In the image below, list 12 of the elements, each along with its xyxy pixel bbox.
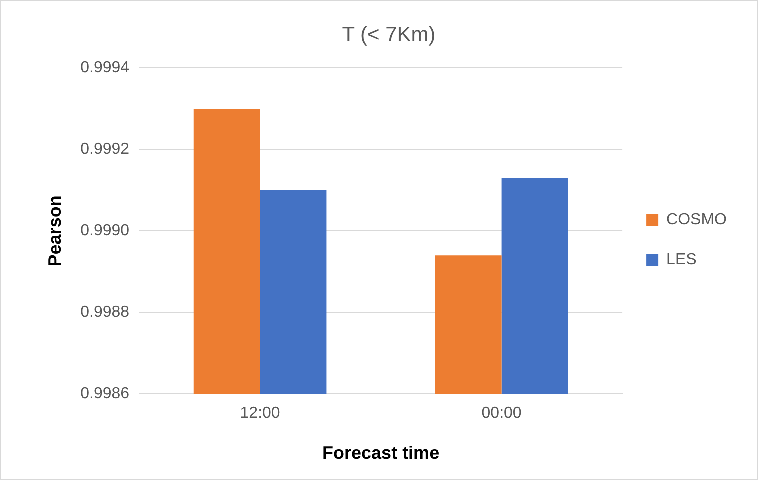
y-tick-label: 0.9992 [80, 141, 130, 158]
x-axis-title: Forecast time [322, 443, 440, 464]
x-tick-label: 00:00 [482, 405, 522, 422]
chart-title: T (< 7Km) [342, 23, 436, 46]
y-tick-label: 0.9988 [80, 304, 130, 322]
y-tick-label: 0.9986 [80, 386, 130, 403]
legend-label: COSMO [666, 211, 728, 228]
legend-label: LES [666, 251, 697, 268]
y-axis-title: Pearson [44, 196, 65, 267]
y-tick-label: 0.9994 [80, 60, 130, 77]
y-tick-label: 0.9990 [80, 222, 130, 240]
x-tick-label: 12:00 [240, 405, 280, 422]
